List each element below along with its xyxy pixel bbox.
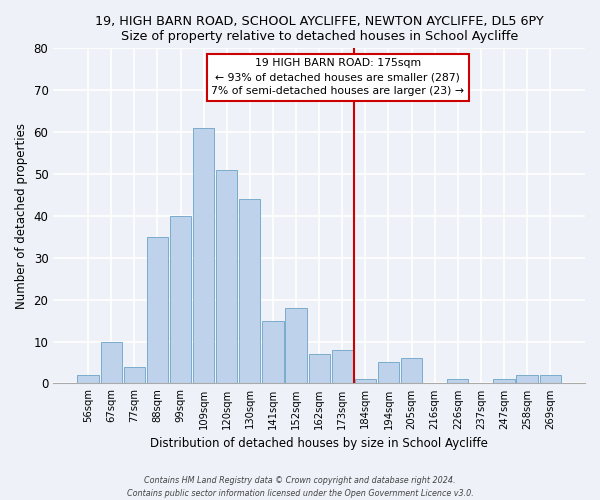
Bar: [262, 320, 284, 384]
Y-axis label: Number of detached properties: Number of detached properties: [15, 123, 28, 309]
Text: 19 HIGH BARN ROAD: 175sqm
← 93% of detached houses are smaller (287)
7% of semi-: 19 HIGH BARN ROAD: 175sqm ← 93% of detac…: [211, 58, 464, 96]
Bar: [447, 379, 469, 384]
Bar: [193, 128, 214, 384]
Bar: [401, 358, 422, 384]
Bar: [286, 308, 307, 384]
Bar: [170, 216, 191, 384]
Bar: [239, 199, 260, 384]
Bar: [332, 350, 353, 384]
Bar: [355, 379, 376, 384]
Text: Contains HM Land Registry data © Crown copyright and database right 2024.
Contai: Contains HM Land Registry data © Crown c…: [127, 476, 473, 498]
X-axis label: Distribution of detached houses by size in School Aycliffe: Distribution of detached houses by size …: [150, 437, 488, 450]
Bar: [77, 375, 99, 384]
Bar: [539, 375, 561, 384]
Bar: [216, 170, 238, 384]
Bar: [147, 237, 168, 384]
Bar: [378, 362, 399, 384]
Bar: [517, 375, 538, 384]
Bar: [493, 379, 515, 384]
Bar: [101, 342, 122, 384]
Bar: [308, 354, 330, 384]
Bar: [124, 366, 145, 384]
Title: 19, HIGH BARN ROAD, SCHOOL AYCLIFFE, NEWTON AYCLIFFE, DL5 6PY
Size of property r: 19, HIGH BARN ROAD, SCHOOL AYCLIFFE, NEW…: [95, 15, 544, 43]
